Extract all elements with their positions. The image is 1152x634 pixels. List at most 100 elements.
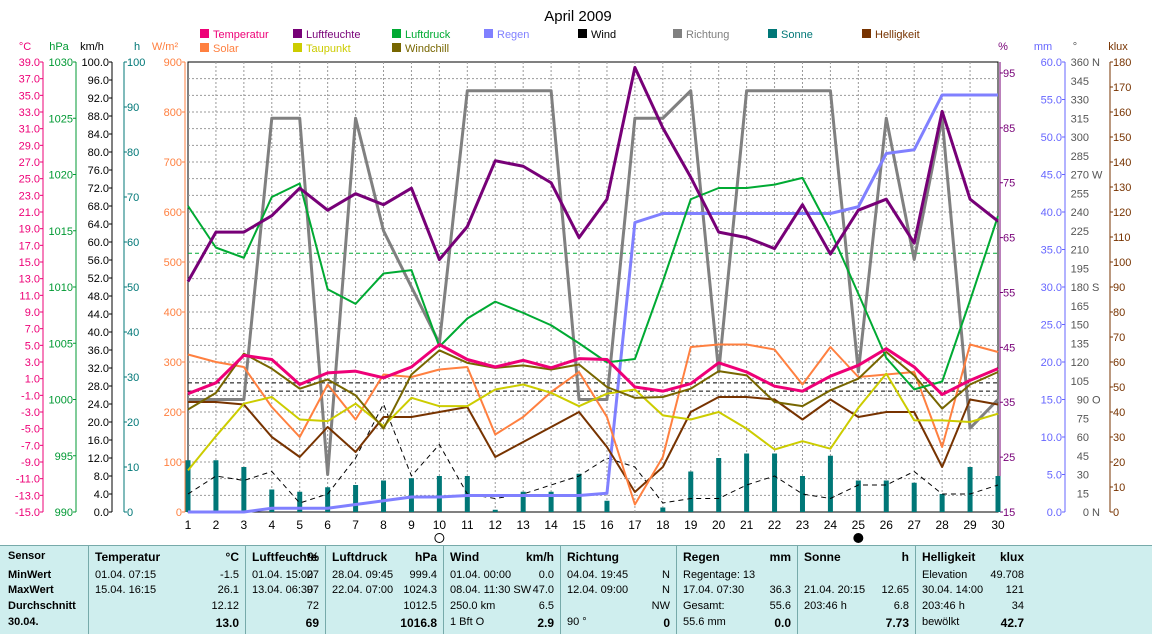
temp-tick-label: 11.0 <box>19 290 40 302</box>
x-tick-label: 3 <box>241 518 248 532</box>
hours-tick-label: 10 <box>127 462 139 474</box>
legend-label: Solar <box>213 43 239 55</box>
rain-tick-label: 55.0 <box>1041 95 1062 107</box>
stat-row: 28.04. 09:45 999.4 <box>332 569 437 583</box>
x-tick-label: 24 <box>824 518 838 532</box>
solar-tick-label: 900 <box>164 57 182 69</box>
wind-tick-label: 52.0 <box>88 273 109 285</box>
bar-sonne <box>967 467 973 512</box>
stat-value: 97 <box>306 584 319 596</box>
stat-value: 6.8 <box>893 600 909 612</box>
solar-tick-label: 300 <box>164 357 182 369</box>
stat-label: 15.04. 16:15 <box>95 584 157 596</box>
rain-tick-label: 35.0 <box>1041 245 1062 257</box>
bar-sonne <box>576 473 582 512</box>
lux-tick-label: 100 <box>1113 257 1131 269</box>
column-header: Luftfeuchte <box>252 550 318 564</box>
legend-label: Luftfeuchte <box>306 29 360 41</box>
x-tick-label: 1 <box>185 518 192 532</box>
temp-tick-label: 7.0 <box>25 324 40 336</box>
stat-row: 69 <box>252 616 319 630</box>
solar-tick-label: 600 <box>164 207 182 219</box>
rain-tick-label: 20.0 <box>1041 357 1062 369</box>
x-tick-label: 15 <box>572 518 586 532</box>
legend-swatch <box>293 29 302 38</box>
rain-tick-label: 45.0 <box>1041 170 1062 182</box>
wind-tick-label: 96.0 <box>88 75 109 87</box>
wind-tick-label: 20.0 <box>88 417 109 429</box>
bar-sonne <box>353 485 359 512</box>
legend-swatch <box>200 43 209 52</box>
direction-tick-label: 360 <box>1071 57 1089 69</box>
wind-tick-label: 36.0 <box>88 345 109 357</box>
solar-tick-label: 800 <box>164 107 182 119</box>
stat-value: 69 <box>305 616 319 630</box>
lux-tick-label: 40 <box>1113 407 1125 419</box>
stat-value: N <box>662 584 670 596</box>
stat-row: 17.04. 07:30 36.3 <box>683 584 791 598</box>
direction-tick-label: 135 <box>1071 338 1089 350</box>
temp-tick-label: 33.0 <box>19 107 40 119</box>
hours-tick-label: 90 <box>127 102 139 114</box>
lux-tick-label: 50 <box>1113 382 1125 394</box>
rain-tick-label: 0.0 <box>1047 507 1062 519</box>
stat-row: 08.04. 11:30 SW 47.0 <box>450 584 554 598</box>
bar-sonne <box>604 500 610 512</box>
direction-tick-label: 0 <box>1083 507 1089 519</box>
legend-label: Wind <box>591 29 616 41</box>
temp-tick-label: 9.0 <box>25 307 40 319</box>
series-windchill <box>187 349 999 430</box>
humidity-tick-label: 75 <box>1003 178 1015 190</box>
direction-tick-label: 180 <box>1071 282 1089 294</box>
stat-value: 121 <box>1005 584 1024 596</box>
stat-value: -1.5 <box>220 569 239 581</box>
temp-tick-label: 21.0 <box>19 207 40 219</box>
temp-tick-label: 39.0 <box>19 57 40 69</box>
temp-tick-label: -1.0 <box>21 390 40 402</box>
series-luftfeuchte <box>186 65 999 283</box>
temp-tick-label: 17.0 <box>19 240 40 252</box>
pressure-unit-label: hPa <box>49 41 69 53</box>
direction-compass-label: W <box>1092 170 1103 182</box>
series-wind <box>187 403 999 504</box>
lux-tick-label: 70 <box>1113 332 1125 344</box>
lux-tick-label: 60 <box>1113 357 1125 369</box>
legend-swatch <box>578 29 587 38</box>
x-tick-label: 14 <box>544 518 558 532</box>
wind-tick-label: 32.0 <box>88 363 109 375</box>
bar-sonne <box>492 509 498 512</box>
wind-unit-label: km/h <box>80 41 104 53</box>
direction-tick-label: 315 <box>1071 113 1089 125</box>
stat-row: 15.04. 16:15 26.1 <box>95 584 239 598</box>
bar-sonne <box>744 453 750 512</box>
hours-tick-label: 0 <box>127 507 133 519</box>
rain-tick-label: 60.0 <box>1041 57 1062 69</box>
temp-tick-label: -7.0 <box>21 440 40 452</box>
column-header: Luftdruck <box>332 550 388 564</box>
series-helligkeit <box>188 396 999 493</box>
direction-tick-label: 195 <box>1071 263 1089 275</box>
direction-compass-label: O <box>1092 395 1101 407</box>
stat-label: Elevation <box>922 569 968 581</box>
humidity-tick-label: 35 <box>1003 397 1015 409</box>
stat-value: 0.0 <box>538 569 554 581</box>
stat-label: 21.04. 20:15 <box>804 584 866 596</box>
temp-tick-label: -15.0 <box>15 507 40 519</box>
column-unit: % <box>308 550 319 564</box>
legend-swatch <box>293 43 302 52</box>
lux-tick-label: 20 <box>1113 457 1125 469</box>
stat-value: 7.73 <box>885 616 909 630</box>
pressure-tick-label: 1025 <box>49 113 73 125</box>
weather-chart: April 2009 Temperatur Luftfeuchte Luftdruc… <box>15 8 1131 543</box>
temp-tick-label: 1.0 <box>25 374 40 386</box>
stat-value: 0.0 <box>774 616 791 630</box>
legend-swatch <box>673 29 682 38</box>
humidity-tick-label: 55 <box>1003 287 1015 299</box>
stat-row: 72 <box>252 600 319 614</box>
stat-row: 55.6 mm 0.0 <box>683 616 791 630</box>
wind-tick-label: 60.0 <box>88 237 109 249</box>
stat-row: bewölkt 42.7 <box>922 616 1024 630</box>
stat-column-luftfeuchte: Luftfeuchte% 01.04. 15:00 27 13.04. 06:30 97… <box>245 546 325 634</box>
humidity-unit-label: % <box>998 41 1008 53</box>
solar-tick-label: 700 <box>164 157 182 169</box>
